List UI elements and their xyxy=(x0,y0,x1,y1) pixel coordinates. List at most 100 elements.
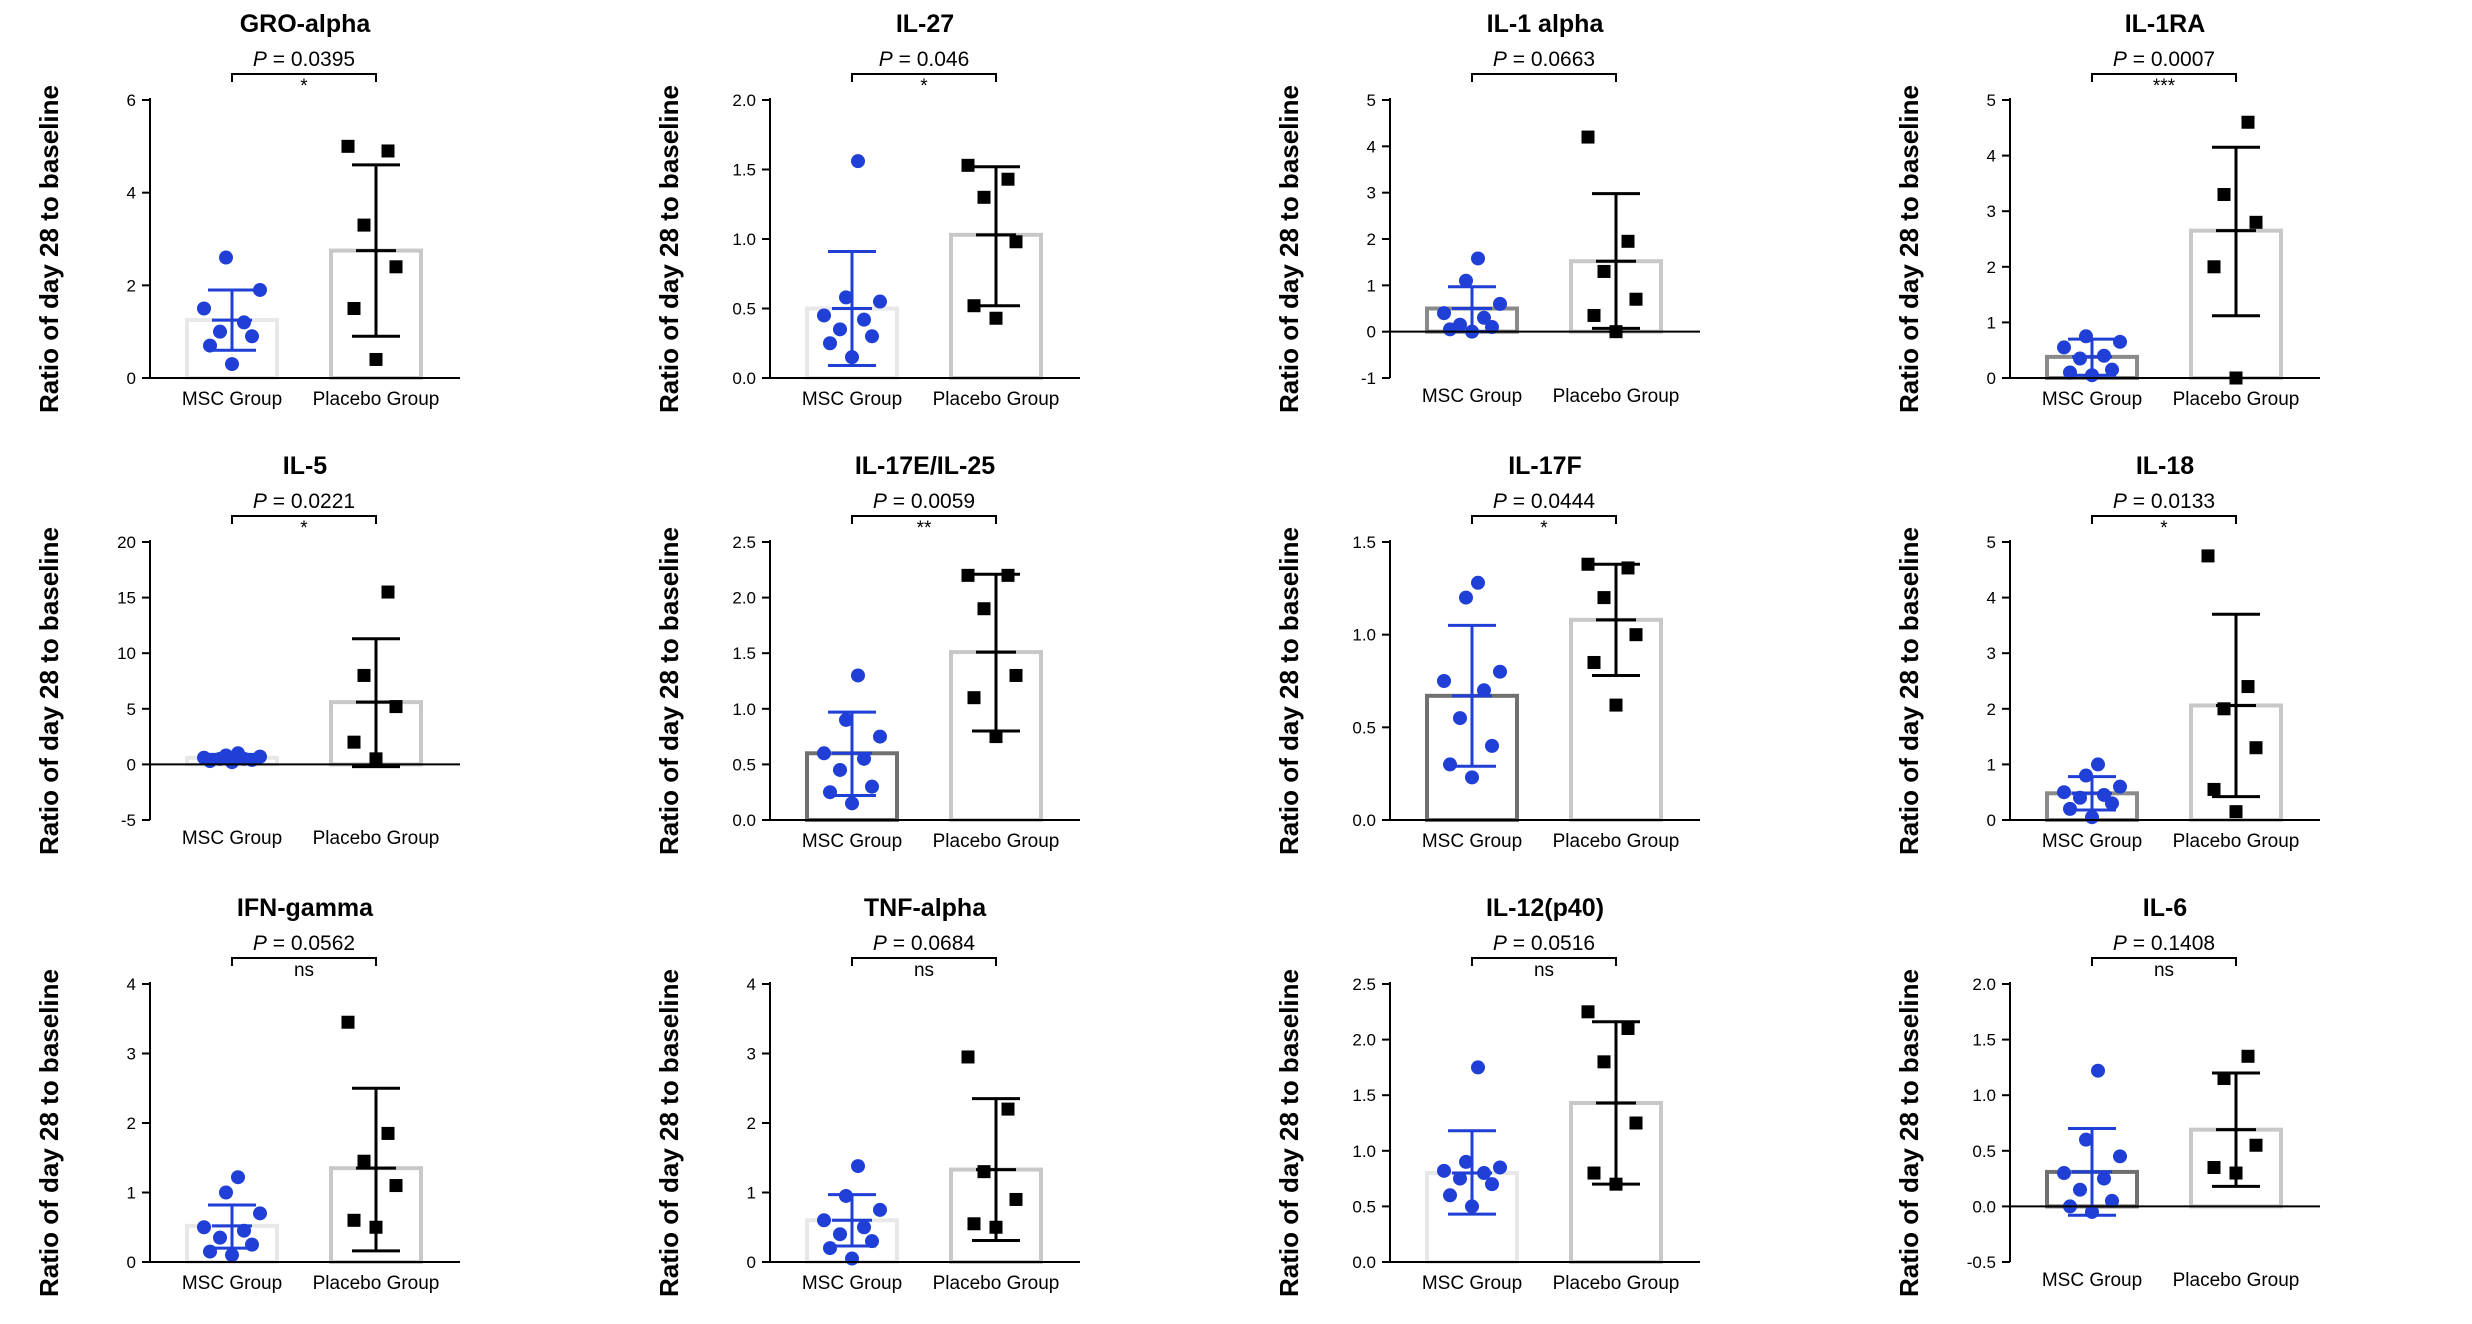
chart-title: IL-1 alpha xyxy=(1487,10,1605,38)
data-point xyxy=(833,1227,847,1242)
y-tick-label: 15 xyxy=(117,589,136,608)
data-point xyxy=(865,779,879,794)
data-point xyxy=(1443,757,1457,772)
y-tick-label: 3 xyxy=(1987,202,1996,221)
y-tick-label: 1.5 xyxy=(732,644,756,663)
p-value-text: = 0.0007 xyxy=(2127,48,2215,71)
chart-title: IL-1RA xyxy=(2125,10,2206,38)
data-point xyxy=(817,308,831,323)
data-point xyxy=(1597,264,1611,278)
y-tick-label: 20 xyxy=(117,533,136,552)
data-point xyxy=(369,352,383,366)
data-point xyxy=(2249,1138,2263,1152)
data-point xyxy=(1009,668,1023,682)
y-tick-label: 2 xyxy=(1987,700,1996,719)
y-axis-label: Ratio of day 28 to baseline xyxy=(34,85,64,413)
chart-panel: IL-1RA Ratio of day 28 to baseline 0 1 2 3 4 5 M… xyxy=(1894,10,2320,413)
data-point xyxy=(1465,770,1479,785)
x-category-label: Placebo Group xyxy=(2173,1270,2300,1291)
data-point xyxy=(873,294,887,309)
data-point xyxy=(203,1244,217,1259)
data-point xyxy=(219,748,233,763)
data-point xyxy=(1001,1102,1015,1116)
data-point xyxy=(197,1220,211,1235)
p-value-text: = 0.0562 xyxy=(267,932,355,955)
p-value-label: P = 0.0684 xyxy=(873,932,975,955)
significance-bracket xyxy=(1471,957,1617,966)
x-category-label: Placebo Group xyxy=(313,389,440,410)
data-point xyxy=(231,1170,245,1185)
y-tick-label: 1.5 xyxy=(1972,1031,1996,1050)
data-point xyxy=(845,350,859,365)
y-axis-label: Ratio of day 28 to baseline xyxy=(34,969,64,1297)
data-point xyxy=(1485,320,1499,335)
significance-marker: *** xyxy=(2153,76,2176,97)
data-point xyxy=(1453,317,1467,332)
x-category-label: MSC Group xyxy=(182,1273,282,1294)
y-tick-label: 0.5 xyxy=(732,755,756,774)
x-category-label: MSC Group xyxy=(1422,386,1522,407)
p-value-text: = 0.1408 xyxy=(2127,932,2215,955)
y-tick-label: 2.5 xyxy=(732,533,756,552)
data-point xyxy=(2097,348,2111,363)
data-point xyxy=(1621,561,1635,575)
data-point xyxy=(1581,130,1595,144)
significance-bracket xyxy=(1471,73,1617,82)
data-point xyxy=(2057,785,2071,800)
data-point xyxy=(1493,1160,1507,1175)
data-point xyxy=(967,299,981,313)
data-point xyxy=(1493,296,1507,311)
data-point xyxy=(1465,1199,1479,1214)
data-point xyxy=(1587,655,1601,669)
data-point xyxy=(237,1223,251,1238)
y-tick-label: 1.0 xyxy=(1352,626,1376,645)
chart-panel: IL-12(p40) Ratio of day 28 to baseline 0.0… xyxy=(1274,894,1700,1297)
x-category-label: Placebo Group xyxy=(933,831,1060,852)
data-point xyxy=(1587,308,1601,322)
data-point xyxy=(1453,711,1467,726)
chart-title: IFN-gamma xyxy=(237,894,374,922)
significance-marker: * xyxy=(2160,518,2168,539)
data-point xyxy=(197,301,211,316)
p-value-prefix: P xyxy=(873,490,887,513)
significance-marker: * xyxy=(300,518,308,539)
data-point xyxy=(967,691,981,705)
significance-marker: ** xyxy=(917,518,932,539)
data-point xyxy=(1459,1154,1473,1169)
significance-bracket xyxy=(851,73,997,82)
data-point xyxy=(865,1234,879,1249)
data-point xyxy=(2063,365,2077,380)
data-point xyxy=(225,1248,239,1263)
data-point xyxy=(977,190,991,204)
data-point xyxy=(1437,674,1451,688)
data-point xyxy=(851,668,865,683)
x-category-label: MSC Group xyxy=(1422,831,1522,852)
data-point xyxy=(1471,1060,1485,1075)
significance-bracket xyxy=(2091,957,2237,966)
data-point xyxy=(347,735,361,749)
y-axis-label: Ratio of day 28 to baseline xyxy=(654,969,684,1297)
data-point xyxy=(989,730,1003,744)
p-value-label: P = 0.0133 xyxy=(2113,490,2215,513)
x-category-label: Placebo Group xyxy=(313,828,440,849)
data-point xyxy=(341,1015,355,1029)
data-point xyxy=(389,1179,403,1193)
y-tick-label: 1.5 xyxy=(1352,1086,1376,1105)
data-point xyxy=(2073,1182,2087,1197)
data-point xyxy=(2113,1149,2127,1164)
data-point xyxy=(219,250,233,265)
data-point xyxy=(1459,590,1473,605)
data-point xyxy=(369,752,383,766)
p-value-label: P = 0.0444 xyxy=(1493,490,1595,513)
y-tick-label: 1.0 xyxy=(732,230,756,249)
data-point xyxy=(2079,768,2093,783)
data-point xyxy=(961,568,975,582)
data-point xyxy=(961,1050,975,1064)
data-point xyxy=(2229,805,2243,819)
data-point xyxy=(2241,680,2255,694)
x-category-label: MSC Group xyxy=(182,389,282,410)
data-point xyxy=(357,668,371,682)
data-point xyxy=(1459,273,1473,288)
y-tick-label: 10 xyxy=(117,644,136,663)
x-category-label: MSC Group xyxy=(802,831,902,852)
